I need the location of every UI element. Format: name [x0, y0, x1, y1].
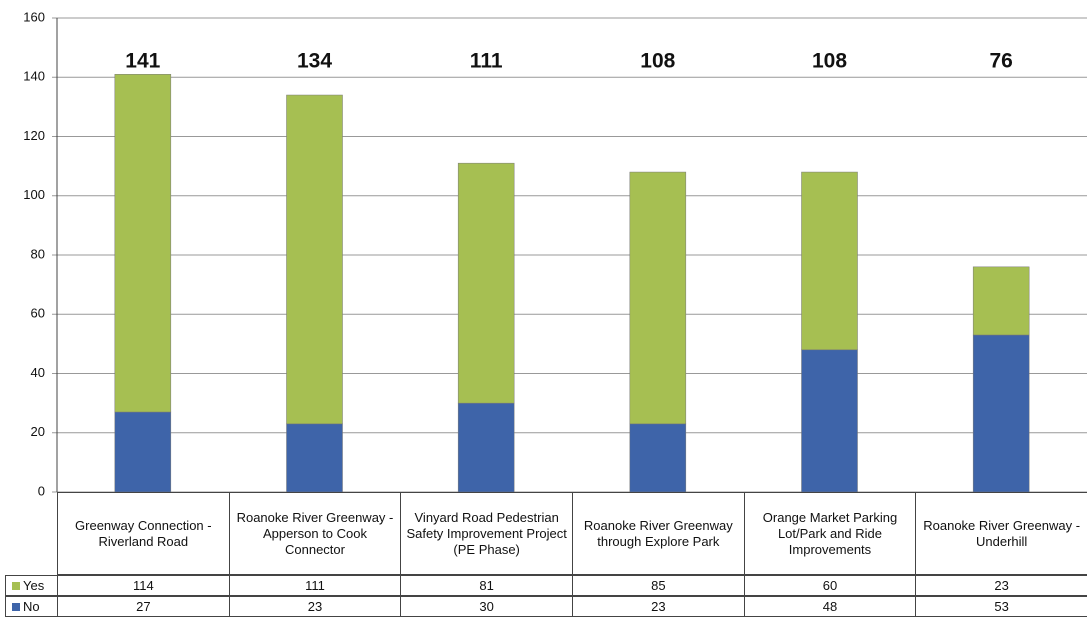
value-cell: 48: [743, 596, 917, 617]
value-cell: 81: [400, 575, 573, 596]
bar-segment: [457, 162, 515, 404]
value-cell: 30: [400, 596, 573, 617]
y-tick-label: 120: [23, 128, 45, 143]
y-tick-label: 80: [31, 246, 45, 261]
value-cell: 27: [57, 596, 230, 617]
legend-label: Yes: [23, 578, 45, 593]
value-cell: 23: [228, 596, 402, 617]
legend-swatch: [12, 602, 20, 611]
total-label: 141: [125, 50, 160, 73]
bar-segment: [972, 266, 1030, 336]
y-tick-label: 60: [31, 306, 45, 321]
value-cell: 60: [743, 575, 917, 596]
y-tick-label: 40: [31, 365, 45, 380]
legend-item: Yes: [5, 575, 58, 596]
bar-segment: [114, 411, 172, 493]
category-cell: Vinyard Road Pedestrian Safety Improveme…: [400, 492, 573, 575]
legend-swatch: [12, 581, 20, 590]
y-tick-label: 20: [31, 424, 45, 439]
value-cell: 23: [572, 596, 745, 617]
y-tick-label: 140: [23, 69, 45, 84]
legend-item: No: [5, 596, 58, 617]
category-cell: Roanoke River Greenway - Apperson to Coo…: [228, 492, 402, 575]
bar-segment: [286, 423, 343, 493]
total-label: 108: [640, 50, 675, 73]
category-cell: Greenway Connection - Riverland Road: [57, 492, 230, 575]
category-cell: Orange Market Parking Lot/Park and Ride …: [743, 492, 917, 575]
total-label: 134: [297, 50, 332, 73]
bar-segment: [801, 171, 858, 351]
total-label: 108: [812, 50, 847, 73]
bar-segment: [114, 74, 172, 413]
bar-segment: [801, 349, 858, 493]
total-label: 111: [470, 50, 503, 73]
bar-segment: [457, 402, 515, 493]
total-label: 76: [989, 50, 1012, 73]
value-cell: 23: [915, 575, 1087, 596]
bar-segment: [286, 94, 343, 425]
category-cell: Roanoke River Greenway - Underhill: [915, 492, 1087, 575]
value-cell: 85: [572, 575, 745, 596]
category-cell: Roanoke River Greenway through Explore P…: [572, 492, 745, 575]
value-cell: 111: [228, 575, 402, 596]
y-tick-label: 160: [23, 9, 45, 24]
y-tick-label: 0: [38, 483, 45, 498]
legend-label: No: [23, 599, 40, 614]
bar-segment: [629, 423, 687, 493]
value-cell: 53: [915, 596, 1087, 617]
y-tick-label: 100: [23, 187, 45, 202]
bar-segment: [972, 334, 1030, 493]
bar-segment: [629, 171, 687, 425]
value-cell: 114: [57, 575, 230, 596]
